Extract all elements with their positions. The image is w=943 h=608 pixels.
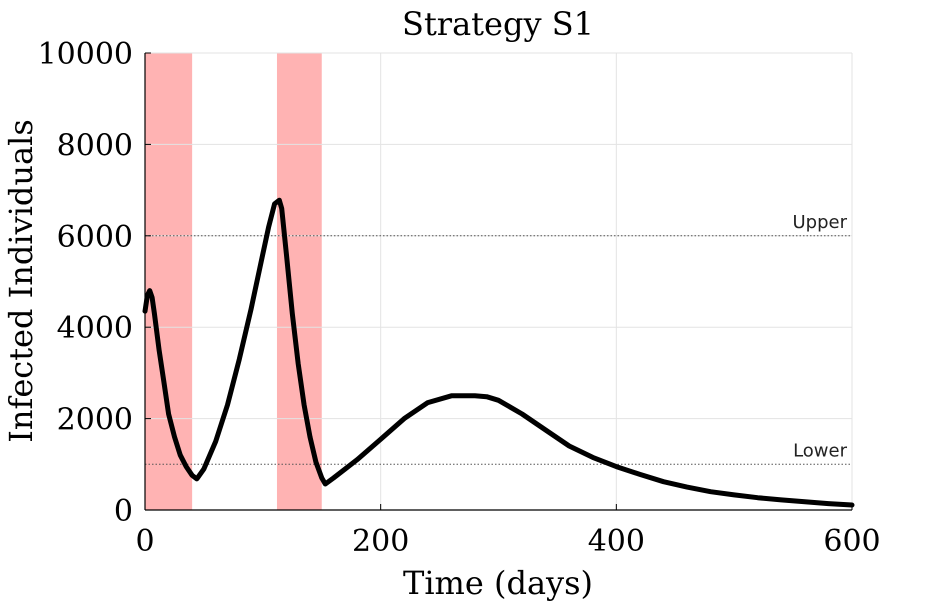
threshold-label-lower: Lower [793, 440, 848, 461]
series-layer [142, 197, 855, 508]
series-line-0 [142, 197, 855, 508]
y-tick-label-2: 4000 [57, 311, 133, 346]
y-tick-label-3: 6000 [57, 220, 133, 255]
y-tick-label-0: 0 [114, 494, 133, 529]
shaded-intervals [145, 53, 322, 510]
x-tick-label-0: 0 [135, 524, 154, 559]
threshold-label-upper: Upper [792, 212, 847, 233]
shaded-interval-1 [276, 53, 322, 510]
axes [144, 53, 852, 511]
shaded-interval-0 [145, 53, 193, 510]
chart-title: Strategy S1 [402, 5, 594, 43]
y-tick-label-1: 2000 [57, 403, 133, 438]
x-axis-label: Time (days) [403, 564, 593, 602]
x-tick-label-2: 400 [588, 524, 645, 559]
x-tick-label-3: 600 [823, 524, 880, 559]
x-tick-label-1: 200 [352, 524, 409, 559]
y-axis-label: Infected Individuals [2, 119, 40, 443]
threshold-lines: Upper Lower [145, 212, 852, 465]
y-tick-label-5: 10000 [38, 37, 133, 72]
y-tick-label-4: 8000 [57, 128, 133, 163]
